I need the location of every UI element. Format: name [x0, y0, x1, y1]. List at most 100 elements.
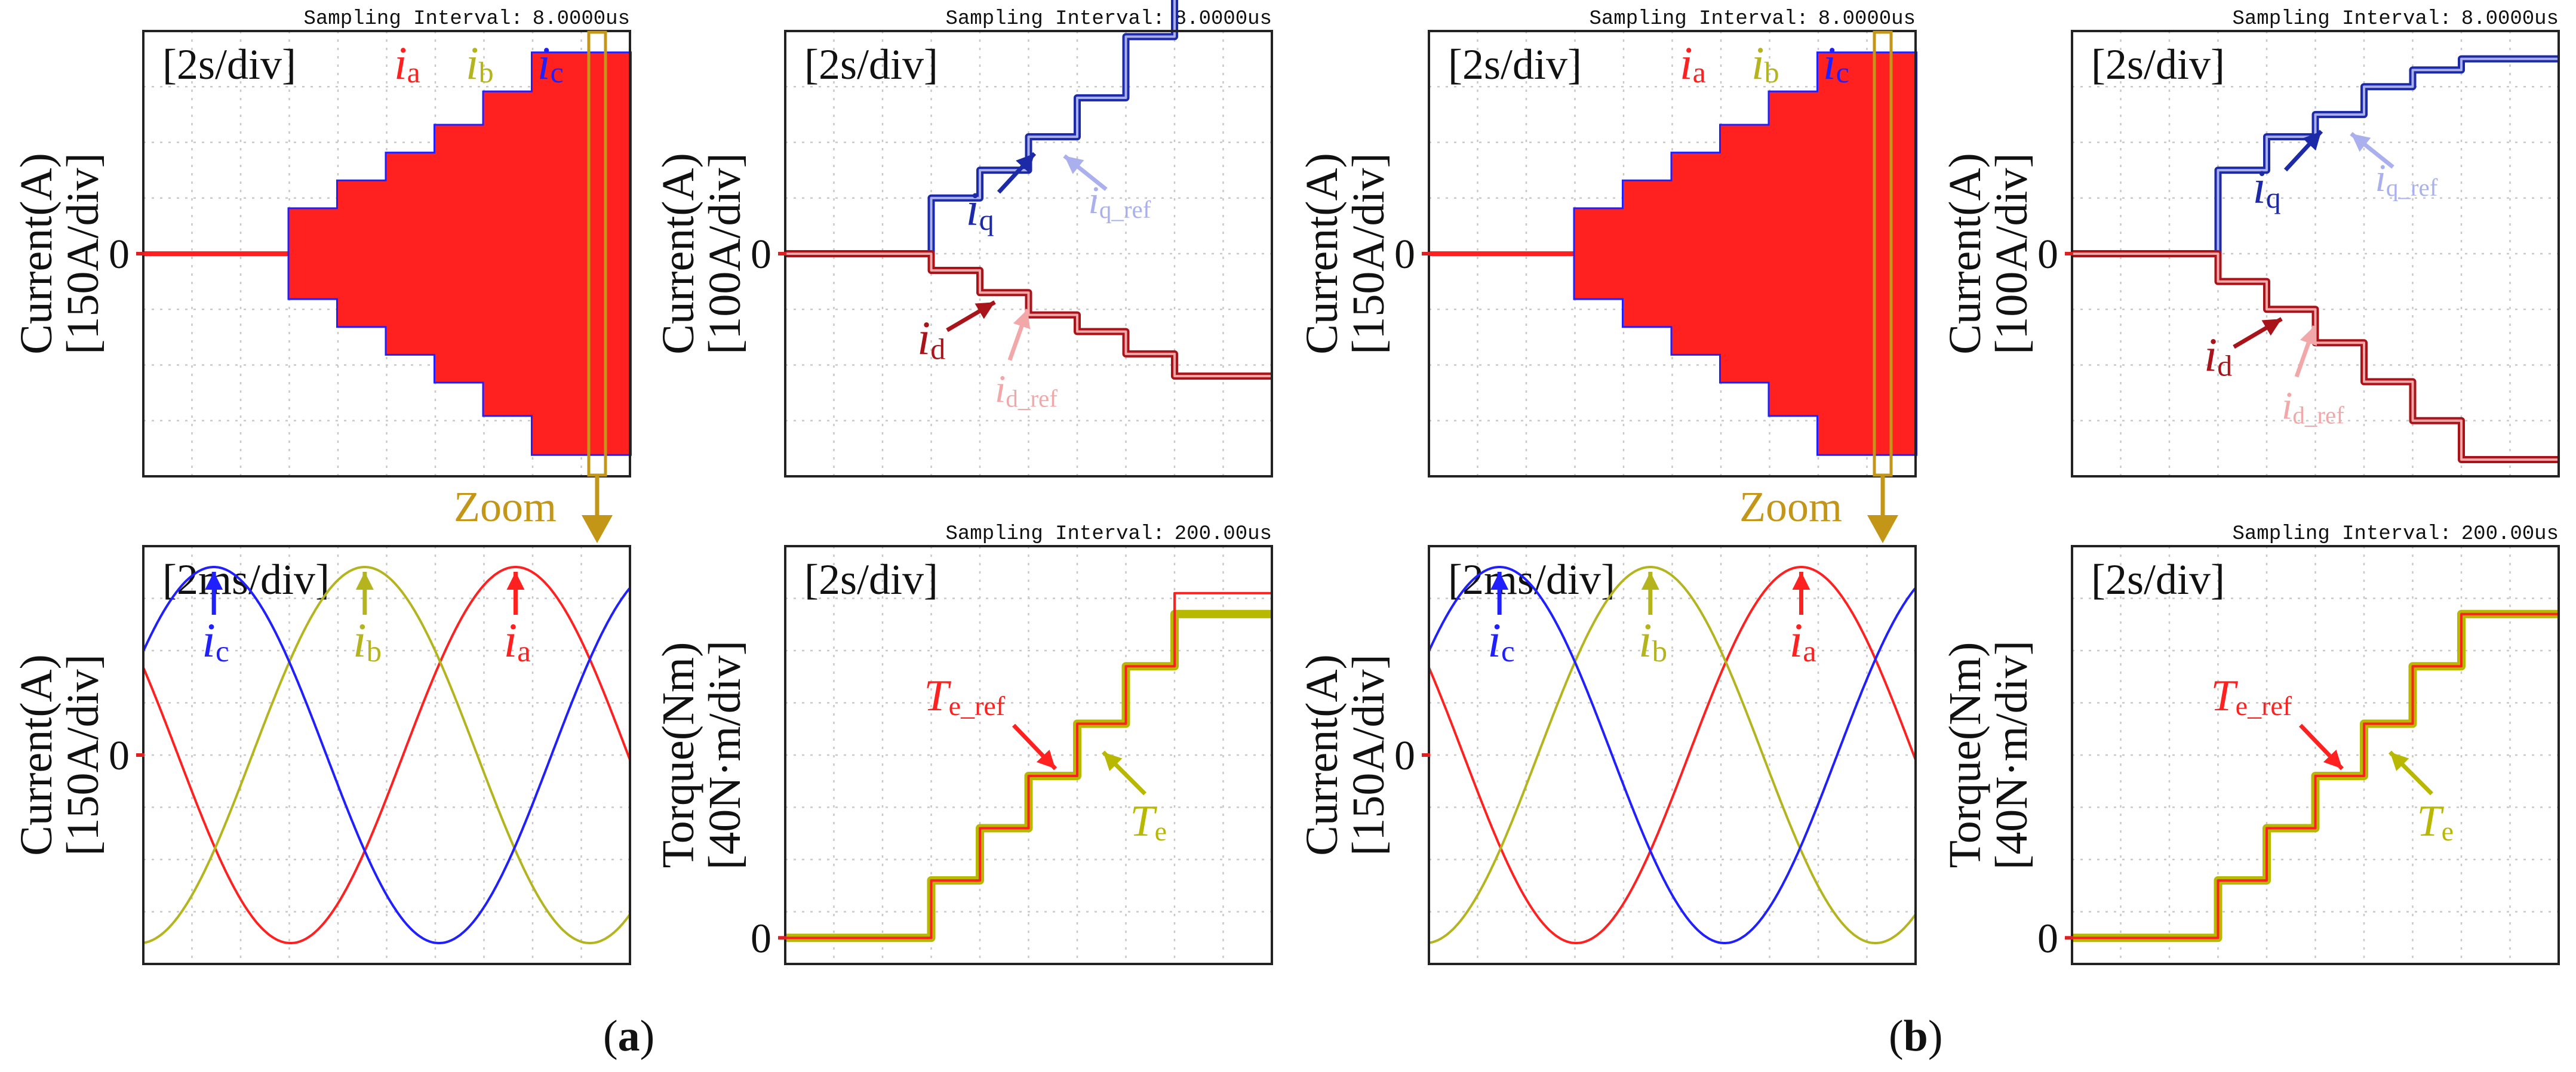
- a-bottom-left-label-ic-base: i: [202, 613, 216, 667]
- a-bottom-right-arrow-te-ref: [1012, 723, 1058, 771]
- b-bottom-right-label-te-sub: e: [2442, 816, 2454, 846]
- caption-open: (: [1889, 1012, 1904, 1061]
- b-bottom-right-arrow-te-ref-head: [2323, 749, 2343, 769]
- b-top-right-timebase: [2s/div]: [2091, 41, 2225, 88]
- a-top-left-zero-label: 0: [109, 232, 130, 278]
- b-top-left-zero-label: 0: [1394, 232, 1415, 278]
- b-bottom-right-arrow-te-head: [2390, 752, 2409, 771]
- caption-close: ): [640, 1012, 655, 1061]
- legend-sub: b: [1765, 56, 1779, 89]
- legend-sub: c: [551, 56, 564, 89]
- sampling-value: 200.00us: [1175, 523, 1272, 546]
- a-bottom-right-arrow-te: [1102, 750, 1146, 796]
- a-top-right-label-id-ref-base: i: [995, 367, 1006, 411]
- a-bottom-right-label-te-base: T: [1130, 797, 1158, 846]
- a-bottom-left-arrow-ib: [355, 572, 374, 615]
- caption-close: ): [1928, 1012, 1943, 1061]
- b-bottom-left-arrow-ia-head: [1792, 572, 1810, 590]
- b-bottom-left-label-ib-sub: b: [1652, 635, 1668, 669]
- a-bottom-left-label-ia-base: i: [503, 613, 517, 667]
- b-bottom-right-arrow-te-ref: [2298, 723, 2344, 771]
- ylabel-line2: [150A/div]: [1344, 153, 1394, 355]
- b-bottom-left-arrow-ic-head: [1490, 572, 1509, 590]
- a-bottom-right-series-Te-ref: [785, 592, 1272, 939]
- b-bottom-right-label-te-ref-base: T: [2211, 671, 2239, 720]
- a-top-right-arrow-id: [946, 300, 996, 332]
- b-top-left-envelope-a: [1575, 53, 1916, 454]
- b-top-right-label-iq-ref: iq_ref: [2375, 156, 2438, 201]
- b-bottom-left-arrow-ib: [1641, 572, 1659, 615]
- a-bottom-left-label-ia-sub: a: [517, 635, 531, 669]
- a-bottom-right-zero-label: 0: [751, 916, 771, 962]
- b-top-left-legend-c: ic: [1823, 37, 1849, 89]
- b-bottom-left-label-ic-base: i: [1487, 613, 1501, 667]
- ylabel-line2: [100A/div]: [1987, 153, 2037, 355]
- a-top-right-arrow-iq-ref-head: [1064, 156, 1084, 174]
- b-top-left-sampling-label: Sampling Interval: 8.0000us: [1590, 8, 1916, 30]
- b-top-right-arrow-iq: [2283, 130, 2323, 172]
- a-bottom-left-label-ic: ic: [202, 613, 229, 669]
- a-top-right-arrow-id-ref: [1007, 309, 1031, 361]
- a-bottom-left-label-ib-sub: b: [367, 635, 382, 669]
- b-top-left-legend-b: ib: [1751, 37, 1779, 89]
- a-top-right-arrow-iq-ref: [1063, 154, 1108, 191]
- b-bottom-right-zero-label: 0: [2037, 916, 2058, 962]
- legend-sub: a: [407, 56, 420, 89]
- a-top-right-arrow-iq: [997, 152, 1037, 194]
- b-bottom-left-grid: [1429, 546, 1916, 964]
- a-bottom-left-series-ic: [142, 566, 631, 944]
- a-top-right-timebase: [2s/div]: [804, 41, 938, 88]
- a-bottom-left-grid: [143, 546, 630, 964]
- ylabel-line2: [40N·m/div]: [700, 640, 750, 870]
- a-top-right-sampling-label: Sampling Interval: 8.0000us: [946, 8, 1272, 30]
- a-top-right-label-id-ref-sub: d_ref: [1006, 384, 1058, 412]
- a-bottom-right-ylabel: Torque(Nm)[40N·m/div]: [653, 640, 750, 870]
- b-bottom-left-series-ia: [1428, 566, 1917, 944]
- b-bottom-right-label-te: Te: [2417, 797, 2454, 846]
- b-top-right-zero-label: 0: [2037, 232, 2058, 278]
- zoom-indicator-0: [582, 30, 613, 543]
- legend-base: i: [1680, 37, 1693, 89]
- sampling-prefix: Sampling Interval:: [304, 8, 523, 30]
- zoom-arrowhead: [1867, 515, 1898, 543]
- ylabel-line2: [150A/div]: [58, 153, 108, 355]
- a-top-right-label-id-ref: id_ref: [995, 367, 1058, 412]
- a-top-left-sampling-label: Sampling Interval: 8.0000us: [304, 8, 631, 30]
- ylabel-line1: Torque(Nm): [1940, 642, 1990, 868]
- a-bottom-left-arrow-ia: [506, 572, 525, 615]
- ylabel-line1: Current(A): [11, 654, 62, 856]
- sampling-prefix: Sampling Interval:: [2233, 8, 2452, 30]
- b-top-left-legend-a: ia: [1680, 37, 1706, 89]
- ylabel-line1: Current(A): [1297, 153, 1347, 355]
- b-bottom-right-sampling-label: Sampling Interval: 200.00us: [2233, 523, 2559, 546]
- a-bottom-right-sampling-label: Sampling Interval: 200.00us: [946, 523, 1272, 546]
- sampling-value: 8.0000us: [1175, 8, 1272, 30]
- ylabel-line2: [100A/div]: [700, 153, 750, 355]
- b-bottom-left-timebase: [2ms/div]: [1448, 556, 1615, 603]
- b-top-right-label-id-ref: id_ref: [2282, 384, 2344, 429]
- b-top-right-arrow-id: [2233, 317, 2283, 349]
- zoom-indicator-1: [1867, 30, 1898, 543]
- b-top-right-arrow-id-ref: [2294, 325, 2317, 378]
- a-top-left-timebase: [2s/div]: [162, 41, 296, 88]
- b-bottom-right-series-Te-ref: [2072, 612, 2559, 939]
- legend-base: i: [537, 37, 551, 89]
- b-bottom-right-arrow-te: [2389, 750, 2433, 796]
- b-bottom-left-arrow-ia: [1792, 572, 1810, 615]
- b-top-right-ylabel: Current(A)[100A/div]: [1940, 153, 2037, 355]
- a-bottom-right-label-te-ref-base: T: [924, 671, 952, 720]
- a-top-left-legend-b: ib: [466, 37, 494, 89]
- ylabel-line1: Current(A): [1940, 153, 1990, 355]
- sampling-value: 8.0000us: [533, 8, 630, 30]
- sampling-prefix: Sampling Interval:: [2233, 523, 2452, 546]
- ylabel-line1: Current(A): [11, 153, 62, 355]
- a-bottom-left-series-ia: [142, 566, 631, 944]
- b-top-right-sampling-label: Sampling Interval: 8.0000us: [2233, 8, 2559, 30]
- sampling-value: 200.00us: [2461, 523, 2559, 546]
- a-top-right-arrow-id-ref-head: [1013, 309, 1031, 329]
- a-bottom-right-timebase: [2s/div]: [804, 556, 938, 603]
- a-bottom-left-arrow-ia-head: [506, 572, 525, 590]
- sampling-prefix: Sampling Interval:: [946, 523, 1165, 546]
- caption-open: (: [603, 1012, 618, 1061]
- legend-sub: c: [1836, 56, 1849, 89]
